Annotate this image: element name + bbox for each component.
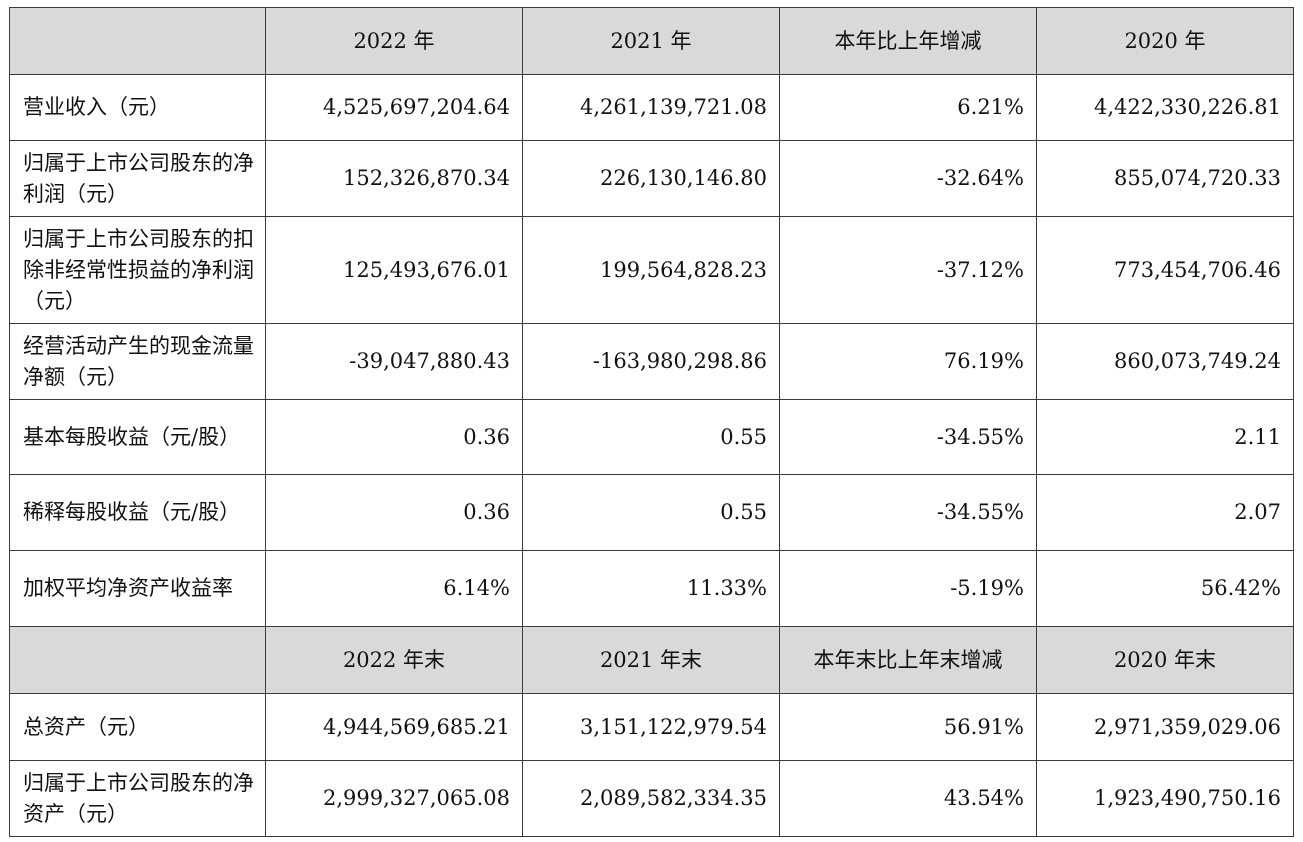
table-row: 归属于上市公司股东的扣除非经常性损益的净利润（元） 125,493,676.01… xyxy=(9,216,1294,324)
value-2020: 2.07 xyxy=(1036,474,1294,551)
value-2020: 773,454,706.46 xyxy=(1036,216,1294,324)
table-row: 营业收入（元） 4,525,697,204.64 4,261,139,721.0… xyxy=(9,74,1294,141)
row-label: 归属于上市公司股东的净利润（元） xyxy=(9,140,266,217)
subheader-row: 2022 年末 2021 年末 本年末比上年末增减 2020 年末 xyxy=(9,626,1294,694)
value-2022: 0.36 xyxy=(265,399,523,475)
table-row: 稀释每股收益（元/股） 0.36 0.55 -34.55% 2.07 xyxy=(9,474,1294,551)
value-2022: 4,525,697,204.64 xyxy=(265,74,523,141)
value-2021: -163,980,298.86 xyxy=(522,323,780,400)
value-2022: 4,944,569,685.21 xyxy=(265,693,523,761)
value-2020: 860,073,749.24 xyxy=(1036,323,1294,400)
value-change: -37.12% xyxy=(779,216,1037,324)
header-change: 本年比上年增减 xyxy=(779,7,1037,75)
value-2020: 2.11 xyxy=(1036,399,1294,475)
subheader-2020: 2020 年末 xyxy=(1036,626,1294,694)
subheader-change: 本年末比上年末增减 xyxy=(779,626,1037,694)
table-row: 归属于上市公司股东的净资产（元） 2,999,327,065.08 2,089,… xyxy=(9,760,1294,837)
header-2020: 2020 年 xyxy=(1036,7,1294,75)
value-2021: 4,261,139,721.08 xyxy=(522,74,780,141)
value-2020: 56.42% xyxy=(1036,550,1294,627)
row-label: 加权平均净资产收益率 xyxy=(9,550,266,627)
value-2022: 0.36 xyxy=(265,474,523,551)
financial-summary-table: 2022 年 2021 年 本年比上年增减 2020 年 营业收入（元） 4,5… xyxy=(9,7,1294,837)
subheader-2022: 2022 年末 xyxy=(265,626,523,694)
value-2021: 199,564,828.23 xyxy=(522,216,780,324)
subheader-corner xyxy=(9,626,266,694)
row-label: 稀释每股收益（元/股） xyxy=(9,474,266,551)
value-change: 6.21% xyxy=(779,74,1037,141)
header-2021: 2021 年 xyxy=(522,7,780,75)
value-2020: 855,074,720.33 xyxy=(1036,140,1294,217)
table-row: 经营活动产生的现金流量净额（元） -39,047,880.43 -163,980… xyxy=(9,323,1294,400)
value-change: 76.19% xyxy=(779,323,1037,400)
header-row: 2022 年 2021 年 本年比上年增减 2020 年 xyxy=(9,7,1294,75)
value-2021: 2,089,582,334.35 xyxy=(522,760,780,837)
row-label: 归属于上市公司股东的净资产（元） xyxy=(9,760,266,837)
value-2022: -39,047,880.43 xyxy=(265,323,523,400)
value-change: -5.19% xyxy=(779,550,1037,627)
table-row: 归属于上市公司股东的净利润（元） 152,326,870.34 226,130,… xyxy=(9,140,1294,217)
value-2020: 4,422,330,226.81 xyxy=(1036,74,1294,141)
value-2021: 11.33% xyxy=(522,550,780,627)
value-2021: 0.55 xyxy=(522,474,780,551)
value-2020: 1,923,490,750.16 xyxy=(1036,760,1294,837)
row-label: 基本每股收益（元/股） xyxy=(9,399,266,475)
value-change: -34.55% xyxy=(779,399,1037,475)
value-2021: 3,151,122,979.54 xyxy=(522,693,780,761)
table-row: 基本每股收益（元/股） 0.36 0.55 -34.55% 2.11 xyxy=(9,399,1294,475)
value-2022: 2,999,327,065.08 xyxy=(265,760,523,837)
value-change: -32.64% xyxy=(779,140,1037,217)
value-change: -34.55% xyxy=(779,474,1037,551)
value-change: 43.54% xyxy=(779,760,1037,837)
value-2021: 0.55 xyxy=(522,399,780,475)
header-corner xyxy=(9,7,266,75)
subheader-2021: 2021 年末 xyxy=(522,626,780,694)
value-2022: 6.14% xyxy=(265,550,523,627)
header-2022: 2022 年 xyxy=(265,7,523,75)
row-label: 经营活动产生的现金流量净额（元） xyxy=(9,323,266,400)
value-2021: 226,130,146.80 xyxy=(522,140,780,217)
value-2022: 125,493,676.01 xyxy=(265,216,523,324)
value-2022: 152,326,870.34 xyxy=(265,140,523,217)
row-label: 归属于上市公司股东的扣除非经常性损益的净利润（元） xyxy=(9,216,266,324)
table-row: 加权平均净资产收益率 6.14% 11.33% -5.19% 56.42% xyxy=(9,550,1294,627)
row-label: 营业收入（元） xyxy=(9,74,266,141)
value-2020: 2,971,359,029.06 xyxy=(1036,693,1294,761)
table-row: 总资产（元） 4,944,569,685.21 3,151,122,979.54… xyxy=(9,693,1294,761)
row-label: 总资产（元） xyxy=(9,693,266,761)
value-change: 56.91% xyxy=(779,693,1037,761)
